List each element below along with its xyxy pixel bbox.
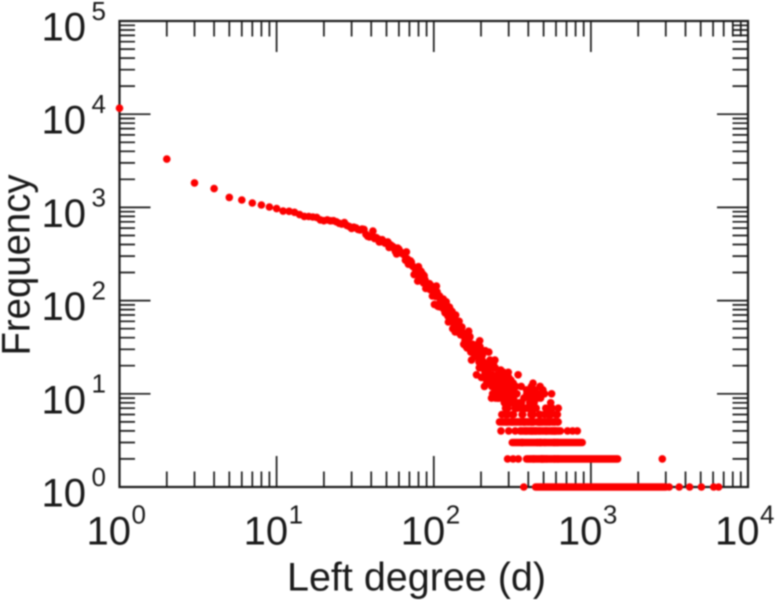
svg-text:4: 4 <box>760 500 774 530</box>
svg-text:10: 10 <box>244 510 289 554</box>
svg-text:10: 10 <box>715 510 760 554</box>
svg-text:1: 1 <box>92 369 106 399</box>
svg-text:10: 10 <box>42 472 87 516</box>
svg-text:0: 0 <box>132 500 146 530</box>
svg-text:10: 10 <box>42 378 87 422</box>
svg-text:0: 0 <box>92 462 106 492</box>
svg-text:2: 2 <box>92 276 106 306</box>
svg-text:2: 2 <box>446 500 460 530</box>
svg-text:10: 10 <box>87 510 132 554</box>
svg-text:10: 10 <box>42 285 87 329</box>
svg-text:1: 1 <box>289 500 303 530</box>
svg-text:10: 10 <box>42 192 87 236</box>
svg-text:Frequency: Frequency <box>0 174 38 355</box>
svg-text:10: 10 <box>42 99 87 143</box>
svg-text:3: 3 <box>92 182 106 212</box>
svg-text:10: 10 <box>558 510 603 554</box>
svg-text:10: 10 <box>42 6 87 50</box>
svg-text:5: 5 <box>92 0 106 26</box>
svg-text:4: 4 <box>92 89 106 119</box>
svg-text:Left degree (d): Left degree (d) <box>287 556 546 600</box>
svg-text:3: 3 <box>603 500 617 530</box>
svg-text:10: 10 <box>401 510 446 554</box>
